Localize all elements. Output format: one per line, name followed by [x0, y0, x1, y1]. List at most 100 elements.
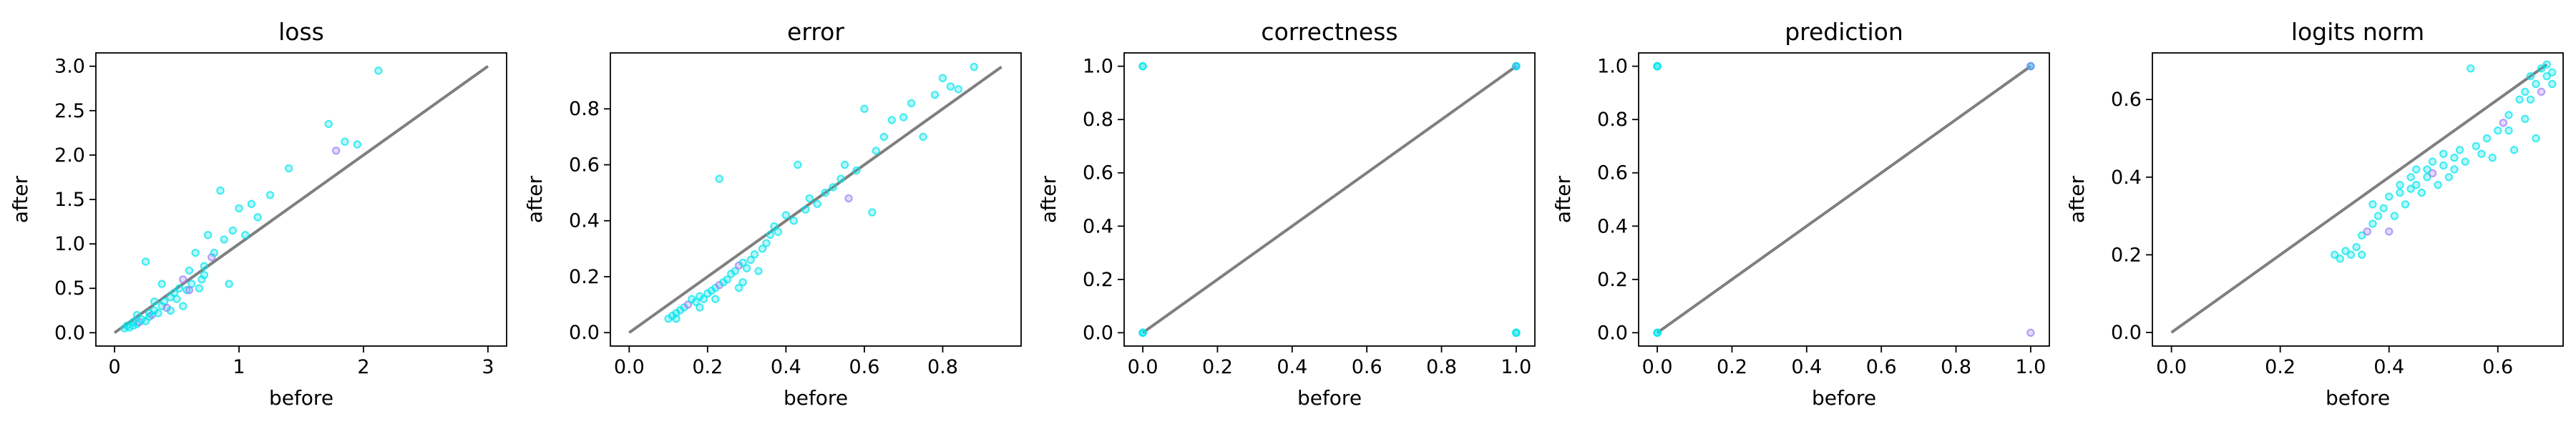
- data-point: [129, 317, 137, 327]
- data-point: [738, 258, 747, 267]
- x-axis-label: before: [1812, 386, 1876, 410]
- y-tick-label: 0.6: [1083, 162, 1113, 184]
- data-point: [2526, 72, 2535, 81]
- x-axis-label: before: [784, 386, 848, 410]
- data-point: [887, 116, 896, 124]
- data-point: [754, 267, 763, 275]
- y-tick-label: 1.0: [1597, 56, 1628, 78]
- x-tick-label: 0.2: [1717, 356, 1747, 378]
- data-point: [2504, 126, 2513, 135]
- panel-correctness: 0.0 0.2 0.4 0.6 0.8 1.0 0.0 0.2 0.4 0.6 0.8 1.0 corr…: [1037, 18, 1536, 410]
- y-tick-label: 2.0: [54, 144, 85, 167]
- data-point: [2352, 242, 2361, 252]
- data-point: [840, 160, 849, 169]
- data-point: [2412, 165, 2421, 174]
- data-point: [829, 183, 837, 192]
- data-point: [2330, 250, 2339, 260]
- data-point: [225, 280, 233, 288]
- y-tick-label: 0.6: [569, 154, 600, 176]
- data-point: [860, 104, 869, 113]
- x-tick-label: 0.0: [2156, 356, 2187, 378]
- data-point: [766, 230, 775, 239]
- y-tick-label: 0.5: [54, 277, 85, 300]
- data-point: [2537, 64, 2546, 73]
- data-point: [253, 213, 262, 222]
- panel-error: 0.0 0.2 0.4 0.6 0.8 0.0 0.2 0.4 0.6 0.8 error befor…: [523, 18, 1022, 410]
- y-axis-label: after: [2065, 175, 2089, 223]
- data-point: [200, 270, 209, 280]
- data-point: [2412, 180, 2421, 189]
- data-point: [731, 267, 739, 275]
- data-point: [185, 266, 194, 275]
- x-axis-label: before: [2326, 386, 2390, 410]
- panel-loss: 0 1 2 3 0.0 0.5 1.0 1.5 2.0 2.5 3.0 loss before after: [9, 18, 507, 410]
- data-point: [2368, 200, 2377, 209]
- data-point: [770, 222, 779, 231]
- data-point: [711, 295, 720, 303]
- x-tick-label: 0.6: [1352, 356, 1382, 378]
- data-point: [228, 226, 238, 235]
- data-point: [1138, 328, 1147, 337]
- data-point: [836, 174, 845, 183]
- diagonal-line: [2170, 63, 2548, 334]
- data-point: [2467, 64, 2475, 73]
- data-point: [2444, 173, 2454, 182]
- data-point: [762, 239, 771, 247]
- data-point: [216, 186, 225, 195]
- y-tick-label: 0.0: [2111, 322, 2142, 344]
- data-point: [2341, 247, 2350, 255]
- data-point: [872, 147, 881, 155]
- data-point: [746, 255, 755, 265]
- data-point: [1512, 328, 1521, 337]
- data-point: [930, 90, 940, 99]
- data-point: [1138, 61, 1147, 71]
- x-tick-label: 0.4: [2373, 356, 2404, 378]
- y-tick-label: 0.4: [1597, 215, 1628, 237]
- data-point: [247, 199, 256, 208]
- y-tick-label: 0.2: [2111, 244, 2142, 266]
- axes-frame: [1123, 52, 1536, 347]
- y-axis-label: after: [523, 175, 547, 223]
- data-point: [2417, 188, 2426, 197]
- y-tick-label: 0.4: [1083, 215, 1113, 237]
- data-point: [2542, 72, 2551, 81]
- x-tick-label: 0.8: [1426, 356, 1457, 378]
- x-tick-label: 0: [108, 356, 120, 378]
- panel-prediction: 0.0 0.2 0.4 0.6 0.8 1.0 0.0 0.2 0.4 0.6 0.8 1.0 pred…: [1551, 18, 2050, 410]
- data-point: [2379, 204, 2388, 212]
- y-tick-label: 0.8: [1083, 109, 1113, 131]
- x-tick-label: 3: [482, 356, 494, 378]
- data-point: [696, 303, 704, 312]
- data-point: [734, 283, 743, 292]
- y-tick-label: 3.0: [54, 56, 85, 78]
- data-point: [132, 310, 142, 320]
- data-point: [672, 314, 680, 323]
- y-tick-label: 0.0: [1597, 322, 1628, 344]
- data-point: [332, 146, 341, 155]
- data-point: [341, 137, 349, 146]
- data-point: [758, 245, 767, 253]
- data-point: [2358, 231, 2366, 240]
- x-tick-label: 0.4: [1277, 356, 1307, 378]
- data-point: [200, 262, 209, 270]
- data-point: [699, 295, 708, 303]
- y-tick-label: 0.0: [1083, 322, 1113, 344]
- y-tick-label: 0.2: [1083, 269, 1113, 291]
- panel-title: logits norm: [2291, 18, 2424, 46]
- data-point: [2537, 87, 2546, 97]
- y-tick-label: 0.4: [2111, 167, 2142, 189]
- data-point: [879, 132, 889, 142]
- data-point: [2396, 188, 2404, 197]
- data-point: [2499, 119, 2508, 127]
- data-point: [2026, 328, 2035, 337]
- data-point: [813, 199, 821, 208]
- data-point: [683, 300, 693, 309]
- panel-title: error: [787, 18, 844, 46]
- x-tick-label: 0.6: [1866, 356, 1897, 378]
- panel-title: prediction: [1785, 18, 1903, 46]
- diagonal-line: [113, 65, 489, 334]
- data-point: [781, 211, 791, 220]
- data-point: [182, 286, 191, 295]
- data-point: [907, 99, 916, 108]
- y-tick-label: 1.0: [1083, 56, 1113, 78]
